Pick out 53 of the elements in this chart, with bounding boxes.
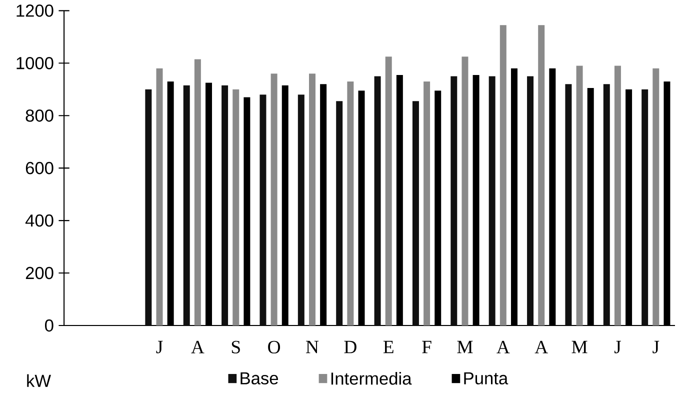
- y-tick-label: 800: [26, 110, 54, 122]
- y-tick-label: 1000: [16, 57, 54, 70]
- bar: [385, 56, 392, 326]
- bar: [576, 66, 583, 326]
- y-tick-label: 0: [45, 320, 54, 332]
- legend-label: Punta: [464, 372, 508, 385]
- bar: [565, 84, 572, 326]
- y-tick-label: 400: [25, 214, 54, 227]
- x-tick-label: M: [572, 341, 588, 354]
- x-tick-label: E: [383, 341, 394, 354]
- x-tick-label: M: [457, 341, 473, 354]
- bar: [260, 94, 266, 326]
- x-tick-label: D: [344, 341, 356, 354]
- y-tick-label: 200: [26, 267, 54, 280]
- x-tick-label: N: [306, 341, 319, 354]
- bar: [183, 86, 190, 326]
- bar: [298, 94, 304, 326]
- legend-label: Base: [240, 372, 278, 385]
- x-tick-label: J: [156, 341, 163, 354]
- y-tick-label: 600: [26, 162, 54, 174]
- bar: [538, 25, 545, 326]
- bar: [603, 84, 610, 326]
- bar: [527, 76, 534, 326]
- bar: [450, 76, 458, 326]
- y-tick-label: 1200: [16, 4, 54, 18]
- bar: [336, 101, 343, 326]
- bar: [374, 76, 381, 326]
- legend-label: Intermedia: [331, 372, 412, 385]
- x-tick-label: A: [534, 341, 548, 354]
- x-tick-label: F: [422, 341, 432, 354]
- x-tick-label: A: [496, 341, 510, 354]
- bar: [156, 68, 163, 326]
- bar: [347, 82, 354, 326]
- bar: [642, 90, 648, 326]
- bar: [500, 25, 506, 326]
- bar: [652, 68, 660, 326]
- bar: [412, 101, 419, 326]
- x-tick-label: O: [268, 341, 280, 354]
- bar: [145, 90, 152, 326]
- x-tick-label: J: [614, 341, 621, 354]
- x-tick-label: S: [232, 341, 240, 354]
- bar: [614, 66, 621, 326]
- x-tick-label: A: [191, 341, 204, 354]
- bar: [424, 82, 430, 326]
- bar: [308, 74, 316, 326]
- bar: [232, 90, 240, 326]
- bar: [222, 86, 228, 326]
- bar: [488, 76, 496, 326]
- bar: [194, 59, 201, 326]
- x-tick-label: J: [652, 341, 660, 354]
- bar: [462, 56, 468, 326]
- bar: [270, 74, 278, 326]
- text: kW: [27, 374, 51, 388]
